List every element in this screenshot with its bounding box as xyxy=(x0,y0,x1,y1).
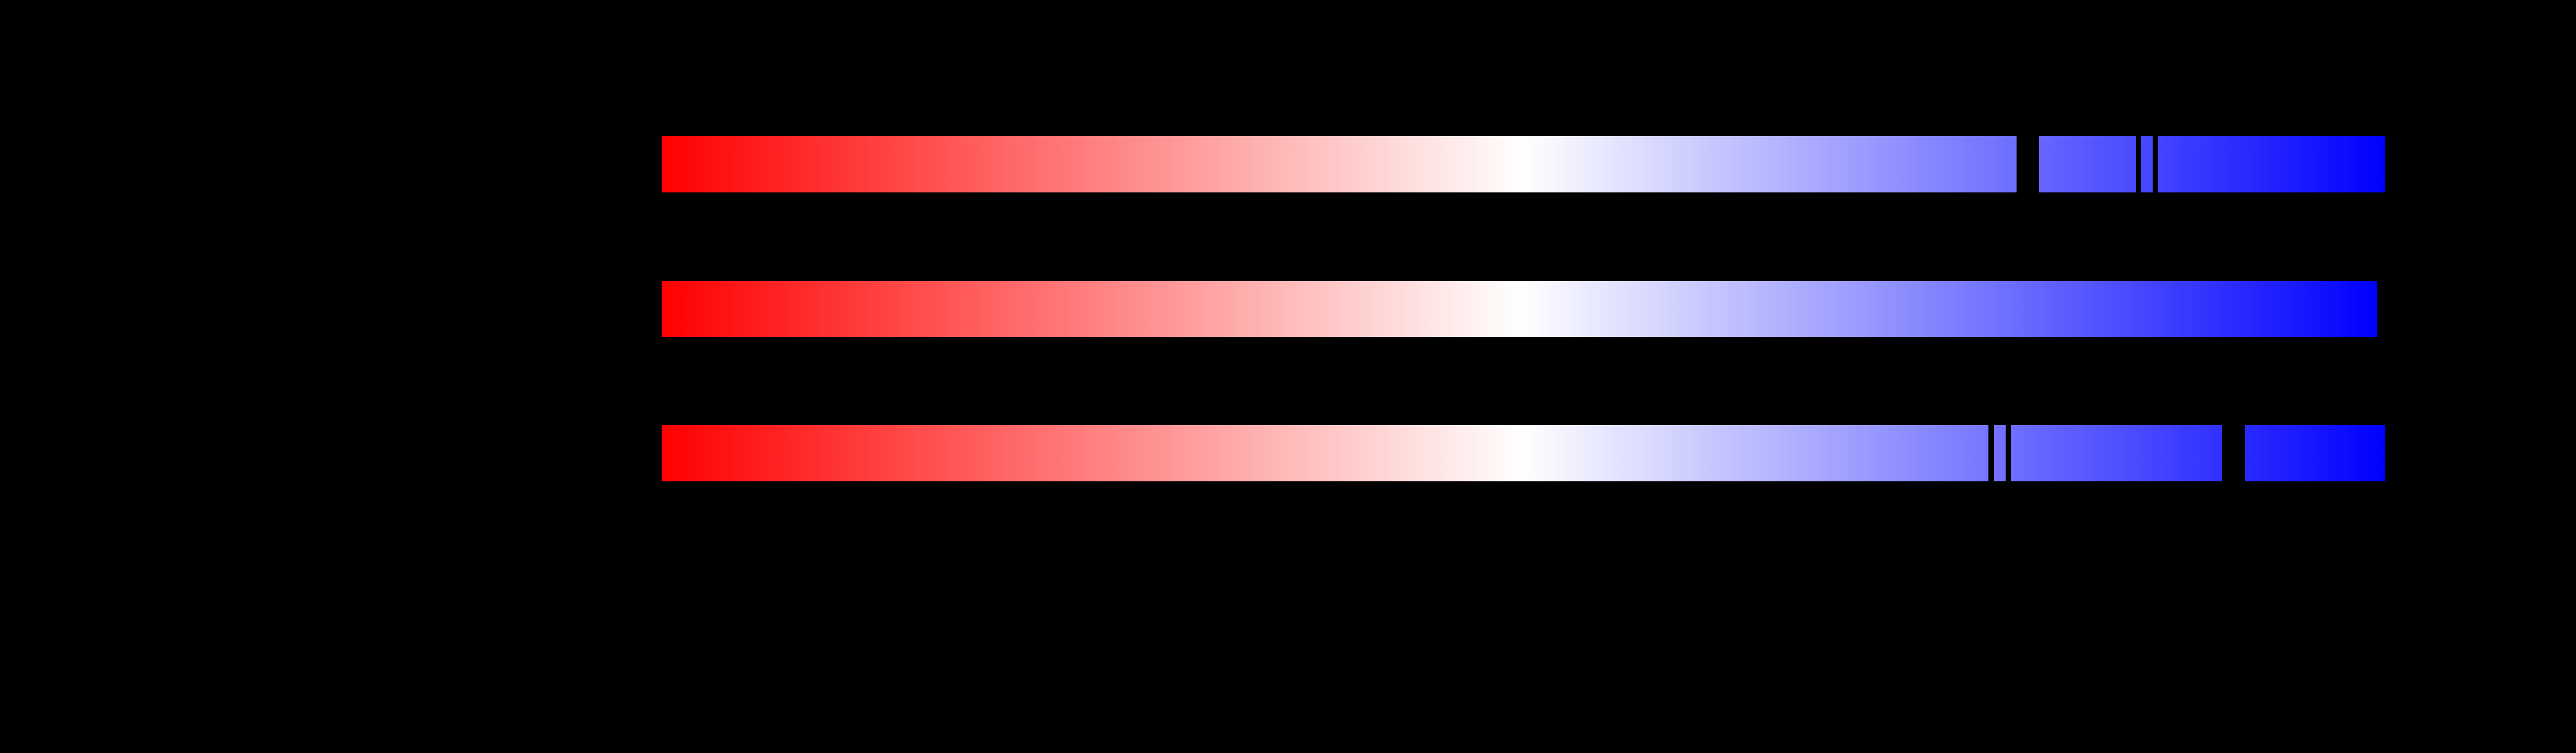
strip-3-gap-marker-1 xyxy=(1988,425,1994,481)
colormap-strip-2 xyxy=(662,281,2377,337)
colormap-strip-1 xyxy=(662,136,2385,192)
strip-1-gap-marker-1 xyxy=(2017,136,2039,192)
strip-3-gap-marker-2 xyxy=(2006,425,2011,481)
strip-3-gap-marker-3 xyxy=(2222,425,2245,481)
strip-1-gap-marker-2 xyxy=(2136,136,2141,192)
strip-1-gap-marker-3 xyxy=(2153,136,2158,192)
colormap-strip-3 xyxy=(662,425,2385,481)
